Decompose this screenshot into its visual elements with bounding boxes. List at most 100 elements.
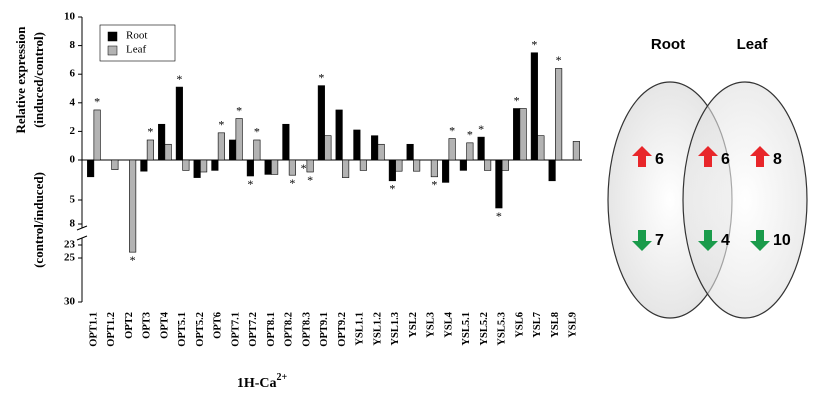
up-arrow — [698, 146, 718, 167]
y-label-upper: (induced/control) — [31, 32, 46, 128]
significance-mark: * — [318, 70, 324, 84]
x-tick-label: OPT9.2 — [337, 312, 348, 347]
significance-mark: * — [94, 95, 100, 109]
bar — [388, 159, 396, 182]
x-tick-label: OPT3 — [142, 312, 153, 339]
bar — [146, 139, 154, 161]
up-arrow — [750, 146, 770, 167]
venn-set-label: Root — [651, 36, 685, 53]
bar — [140, 159, 148, 172]
y-tick-label: 10 — [64, 11, 76, 23]
x-label-main: 1H-Ca — [237, 376, 277, 391]
bar — [200, 159, 208, 173]
bar — [484, 159, 492, 171]
down-arrow — [750, 230, 770, 251]
significance-mark: * — [514, 93, 520, 107]
x-tick-label: OPT2 — [124, 312, 135, 339]
bar — [324, 135, 332, 161]
venn-up-count: 6 — [721, 151, 730, 168]
significance-mark: * — [467, 128, 473, 142]
bar — [548, 159, 556, 182]
significance-mark: * — [431, 178, 437, 192]
bar — [448, 138, 456, 161]
axis-break — [76, 235, 88, 241]
x-tick-label: OPT5.1 — [177, 312, 188, 347]
x-tick-label: OPT9.1 — [319, 312, 330, 347]
bar — [229, 139, 237, 161]
x-tick-label: YSL3 — [426, 312, 437, 338]
y-tick-label: 8 — [70, 218, 76, 230]
x-tick-label: YSL4 — [443, 311, 454, 337]
y-tick-label: 30 — [64, 296, 76, 308]
x-tick-label: OPT6 — [213, 312, 224, 339]
bar — [530, 52, 538, 161]
y-tick-label: 0 — [70, 154, 76, 166]
bar — [430, 159, 438, 178]
bar — [282, 123, 290, 161]
y-tick-label: 8 — [70, 39, 76, 51]
venn-down-count: 7 — [655, 232, 664, 249]
x-tick-label: OPT8.2 — [284, 312, 295, 347]
bar — [377, 143, 385, 161]
venn-down-count: 10 — [773, 232, 791, 249]
x-tick-label: YSL1.1 — [355, 312, 366, 346]
x-tick-label: YSL7 — [532, 312, 543, 338]
venn-up-count: 6 — [655, 151, 664, 168]
bar — [217, 132, 225, 161]
x-tick-label: YSL5.3 — [497, 312, 508, 346]
down-arrow — [698, 230, 718, 251]
bar — [264, 159, 272, 175]
x-tick-label: YSL1.2 — [372, 312, 383, 346]
significance-mark: * — [449, 123, 455, 137]
bar — [211, 159, 219, 171]
y-tick-label: 25 — [64, 252, 76, 264]
x-tick-label: OPT7.1 — [230, 312, 241, 347]
significance-mark: * — [247, 177, 253, 191]
bar — [317, 85, 325, 161]
significance-mark: * — [236, 103, 242, 117]
x-tick-label: OPT5.2 — [195, 312, 206, 347]
bar — [371, 135, 379, 161]
bar — [495, 159, 503, 209]
bar — [477, 136, 485, 161]
bar — [175, 86, 183, 161]
bar — [288, 159, 296, 176]
significance-mark: * — [289, 176, 295, 190]
x-tick-label: OPT8.3 — [301, 312, 312, 347]
axis-break — [76, 225, 88, 231]
bar — [158, 123, 166, 161]
y-label: Relative expression — [13, 26, 28, 134]
bar — [513, 108, 521, 161]
x-tick-label: YSL1.3 — [390, 312, 401, 346]
x-tick-label: YSL8 — [550, 312, 561, 338]
bar — [193, 159, 201, 178]
significance-mark: * — [478, 122, 484, 136]
legend: Root Leaf — [99, 24, 176, 62]
bar — [413, 159, 421, 172]
significance-mark: * — [130, 253, 136, 267]
down-arrow — [632, 230, 652, 251]
significance-mark: * — [496, 209, 502, 223]
x-tick-label: YSL2 — [408, 312, 419, 338]
y-tick-label: 5 — [70, 194, 76, 206]
bar — [253, 139, 261, 161]
x-tick-label: OPT1.2 — [106, 312, 117, 347]
bar — [335, 109, 343, 161]
bar — [537, 135, 545, 161]
y-tick-label: 23 — [64, 239, 76, 251]
bar — [353, 129, 361, 161]
bar — [129, 159, 137, 253]
legend-swatch — [107, 45, 118, 56]
x-label-sup: 2+ — [276, 372, 287, 383]
bar — [87, 159, 95, 178]
bar — [555, 68, 563, 161]
legend-swatch — [107, 31, 118, 42]
bar — [342, 159, 350, 178]
x-tick-label: OPT8.1 — [266, 312, 277, 347]
significance-mark: * — [556, 53, 562, 67]
bar — [111, 159, 119, 170]
significance-mark: * — [389, 182, 395, 196]
bar — [406, 143, 414, 161]
legend-label: Root — [126, 30, 147, 42]
